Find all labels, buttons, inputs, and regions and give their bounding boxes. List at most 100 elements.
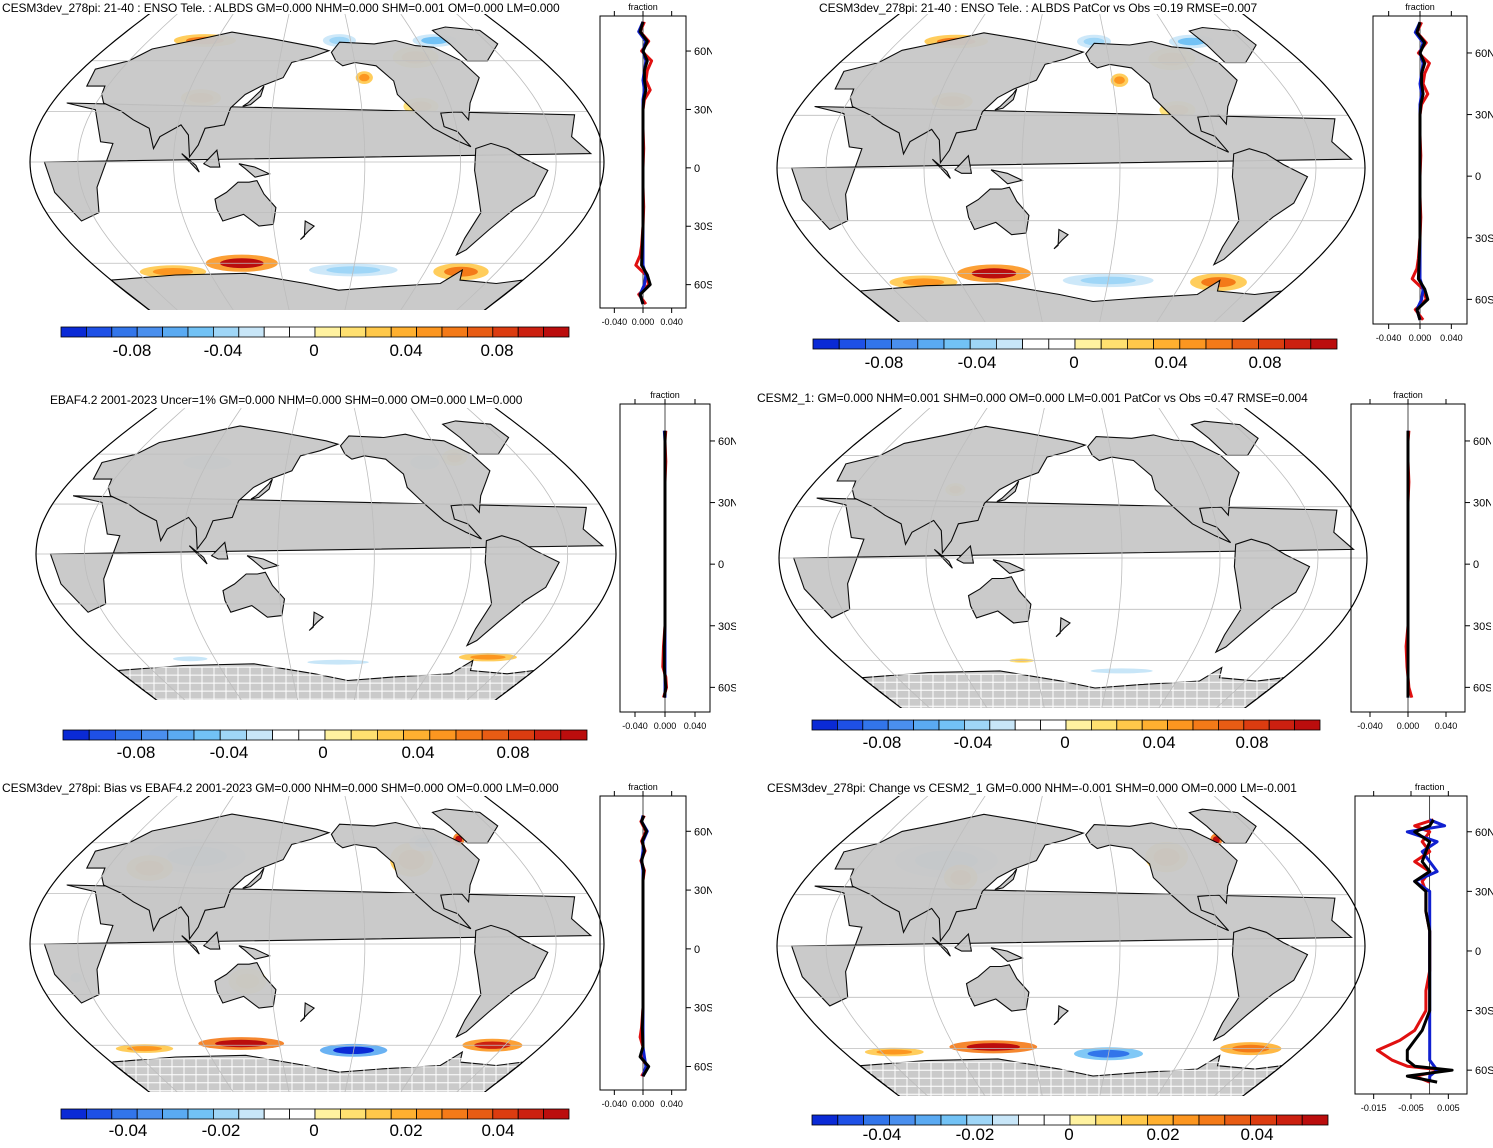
- colorbar-swatch: [1275, 1114, 1303, 1126]
- colorbar: [60, 326, 570, 338]
- colorbar-tick-label: -0.04: [209, 743, 249, 762]
- landmass: [1212, 148, 1309, 266]
- graticule-meridian: [1098, 14, 1121, 322]
- panel-1: CESM3dev_278pi: 21-40 : ENSO Tele. : ALB…: [0, 0, 746, 382]
- colorbar-tick-label: 0: [309, 1121, 319, 1140]
- colorbar-tick-label: 0: [1069, 353, 1079, 372]
- landmass: [85, 31, 331, 159]
- colorbar-tick-label: 0.04: [401, 743, 435, 762]
- colorbar-swatch: [1205, 338, 1233, 350]
- landmass: [330, 39, 480, 148]
- anomaly-core: [902, 278, 945, 287]
- colorbar-swatch: [289, 326, 316, 338]
- world-map: [29, 796, 605, 1092]
- landmass: [1188, 26, 1257, 64]
- x-tick-label: 0.040: [660, 1099, 683, 1109]
- x-tick-label: 0.040: [684, 721, 707, 731]
- colorbar-swatch: [989, 719, 1016, 731]
- colorbar-swatch: [1074, 338, 1102, 350]
- y-tick-label: 30N: [694, 104, 712, 116]
- zonal-series-line: [638, 21, 652, 305]
- colorbar-tick-label: -0.02: [955, 1125, 995, 1144]
- zonal-series-line: [1415, 21, 1430, 321]
- anomaly-core: [152, 268, 194, 276]
- y-tick-label: 30S: [718, 621, 736, 633]
- colorbar-swatch: [263, 1108, 290, 1120]
- landmass: [300, 220, 316, 241]
- y-tick-label: 60N: [694, 46, 712, 58]
- zonal-mean-plot: -0.040 0.000 0.040 fraction 60N 30N 0 30S 60S: [599, 782, 712, 1109]
- anomaly-core: [359, 73, 370, 82]
- landmass: [954, 932, 973, 952]
- landmass: [222, 571, 286, 618]
- x-tick-label: -0.040: [1376, 333, 1402, 343]
- landmass: [431, 26, 499, 62]
- colorbar-swatch: [1257, 338, 1285, 350]
- colorbar-swatch: [963, 719, 991, 731]
- landmass: [1055, 616, 1071, 638]
- graticule-meridian: [173, 14, 237, 310]
- zonal-mean-plot: -0.040 0.000 0.040 fraction 60N 30N 0 30S 60S: [1350, 390, 1491, 731]
- landmass: [181, 935, 200, 955]
- colorbar-swatch: [517, 1108, 545, 1120]
- panel-4: CESM2_1: GM=0.000 NHM=0.001 SHM=0.000 OM…: [747, 386, 1493, 768]
- panel-5: CESM3dev_278pi: Bias vs EBAF4.2 2001-202…: [0, 766, 746, 1148]
- graticule-meridian: [452, 796, 557, 1092]
- y-tick-label: 60S: [1473, 682, 1491, 694]
- colorbar-swatch: [811, 1114, 839, 1126]
- colorbar-swatch: [914, 1114, 942, 1126]
- colorbar-swatch: [836, 719, 864, 731]
- graticule-meridian: [397, 796, 461, 1092]
- zonal-series-line: [1405, 819, 1454, 1084]
- landmass: [242, 85, 265, 107]
- anomaly-core: [215, 1039, 268, 1048]
- colorbar-swatch: [193, 729, 221, 741]
- landmass: [455, 142, 549, 257]
- graticule-meridian: [1209, 14, 1317, 322]
- landmass: [202, 149, 221, 168]
- landmass: [330, 821, 480, 930]
- landmass: [92, 425, 340, 551]
- colorbar-swatch: [162, 1108, 189, 1120]
- x-tick-label: 0.040: [1435, 721, 1458, 731]
- graticule-meridian: [1153, 796, 1219, 1096]
- colorbar-tick-label: 0.04: [1142, 733, 1176, 752]
- colorbar-tick-label: 0: [309, 341, 319, 360]
- x-axis-label: fraction: [628, 2, 658, 12]
- map-border: [35, 408, 617, 700]
- y-tick-label: 30S: [694, 1003, 712, 1015]
- graticule-meridian: [923, 796, 989, 1096]
- colorbar-swatch: [403, 729, 431, 741]
- zonal-series-line: [662, 430, 668, 698]
- landmass: [967, 576, 1032, 624]
- colorbar-swatch: [1310, 338, 1338, 350]
- colorbar-swatch: [1243, 719, 1270, 731]
- colorbar-swatch: [969, 338, 997, 350]
- colorbar-swatch: [917, 338, 945, 350]
- y-tick-label: 60N: [1473, 436, 1491, 448]
- y-tick-label: 30N: [1475, 110, 1493, 122]
- colorbar-swatch: [1192, 719, 1219, 731]
- colorbar-swatch: [889, 1114, 916, 1126]
- landmass: [242, 867, 265, 889]
- colorbar-tick-label: 0.04: [1240, 1125, 1274, 1144]
- landmass: [250, 478, 273, 500]
- colorbar-swatch: [560, 729, 588, 741]
- colorbar-swatch: [1167, 719, 1194, 731]
- colorbar-swatch: [1116, 719, 1143, 731]
- colorbar-swatch: [455, 729, 483, 741]
- colorbar-swatch: [219, 729, 247, 741]
- colorbar-swatch: [1014, 719, 1041, 731]
- anomaly-core: [876, 1049, 913, 1055]
- x-tick-label: 0.000: [1397, 721, 1420, 731]
- colorbar-swatch: [966, 1114, 994, 1126]
- colorbar-swatch: [995, 338, 1023, 350]
- landmass: [300, 1002, 316, 1023]
- zonal-mean-plot: -0.040 0.000 0.040 fraction 60N 30N 0 30S 60S: [619, 390, 736, 731]
- landmass: [990, 169, 1024, 185]
- graticule-meridian: [462, 408, 569, 700]
- graticule-meridian: [1153, 14, 1219, 322]
- landmass: [85, 813, 331, 941]
- graticule-meridian: [83, 408, 190, 700]
- x-axis-label: fraction: [1393, 390, 1423, 400]
